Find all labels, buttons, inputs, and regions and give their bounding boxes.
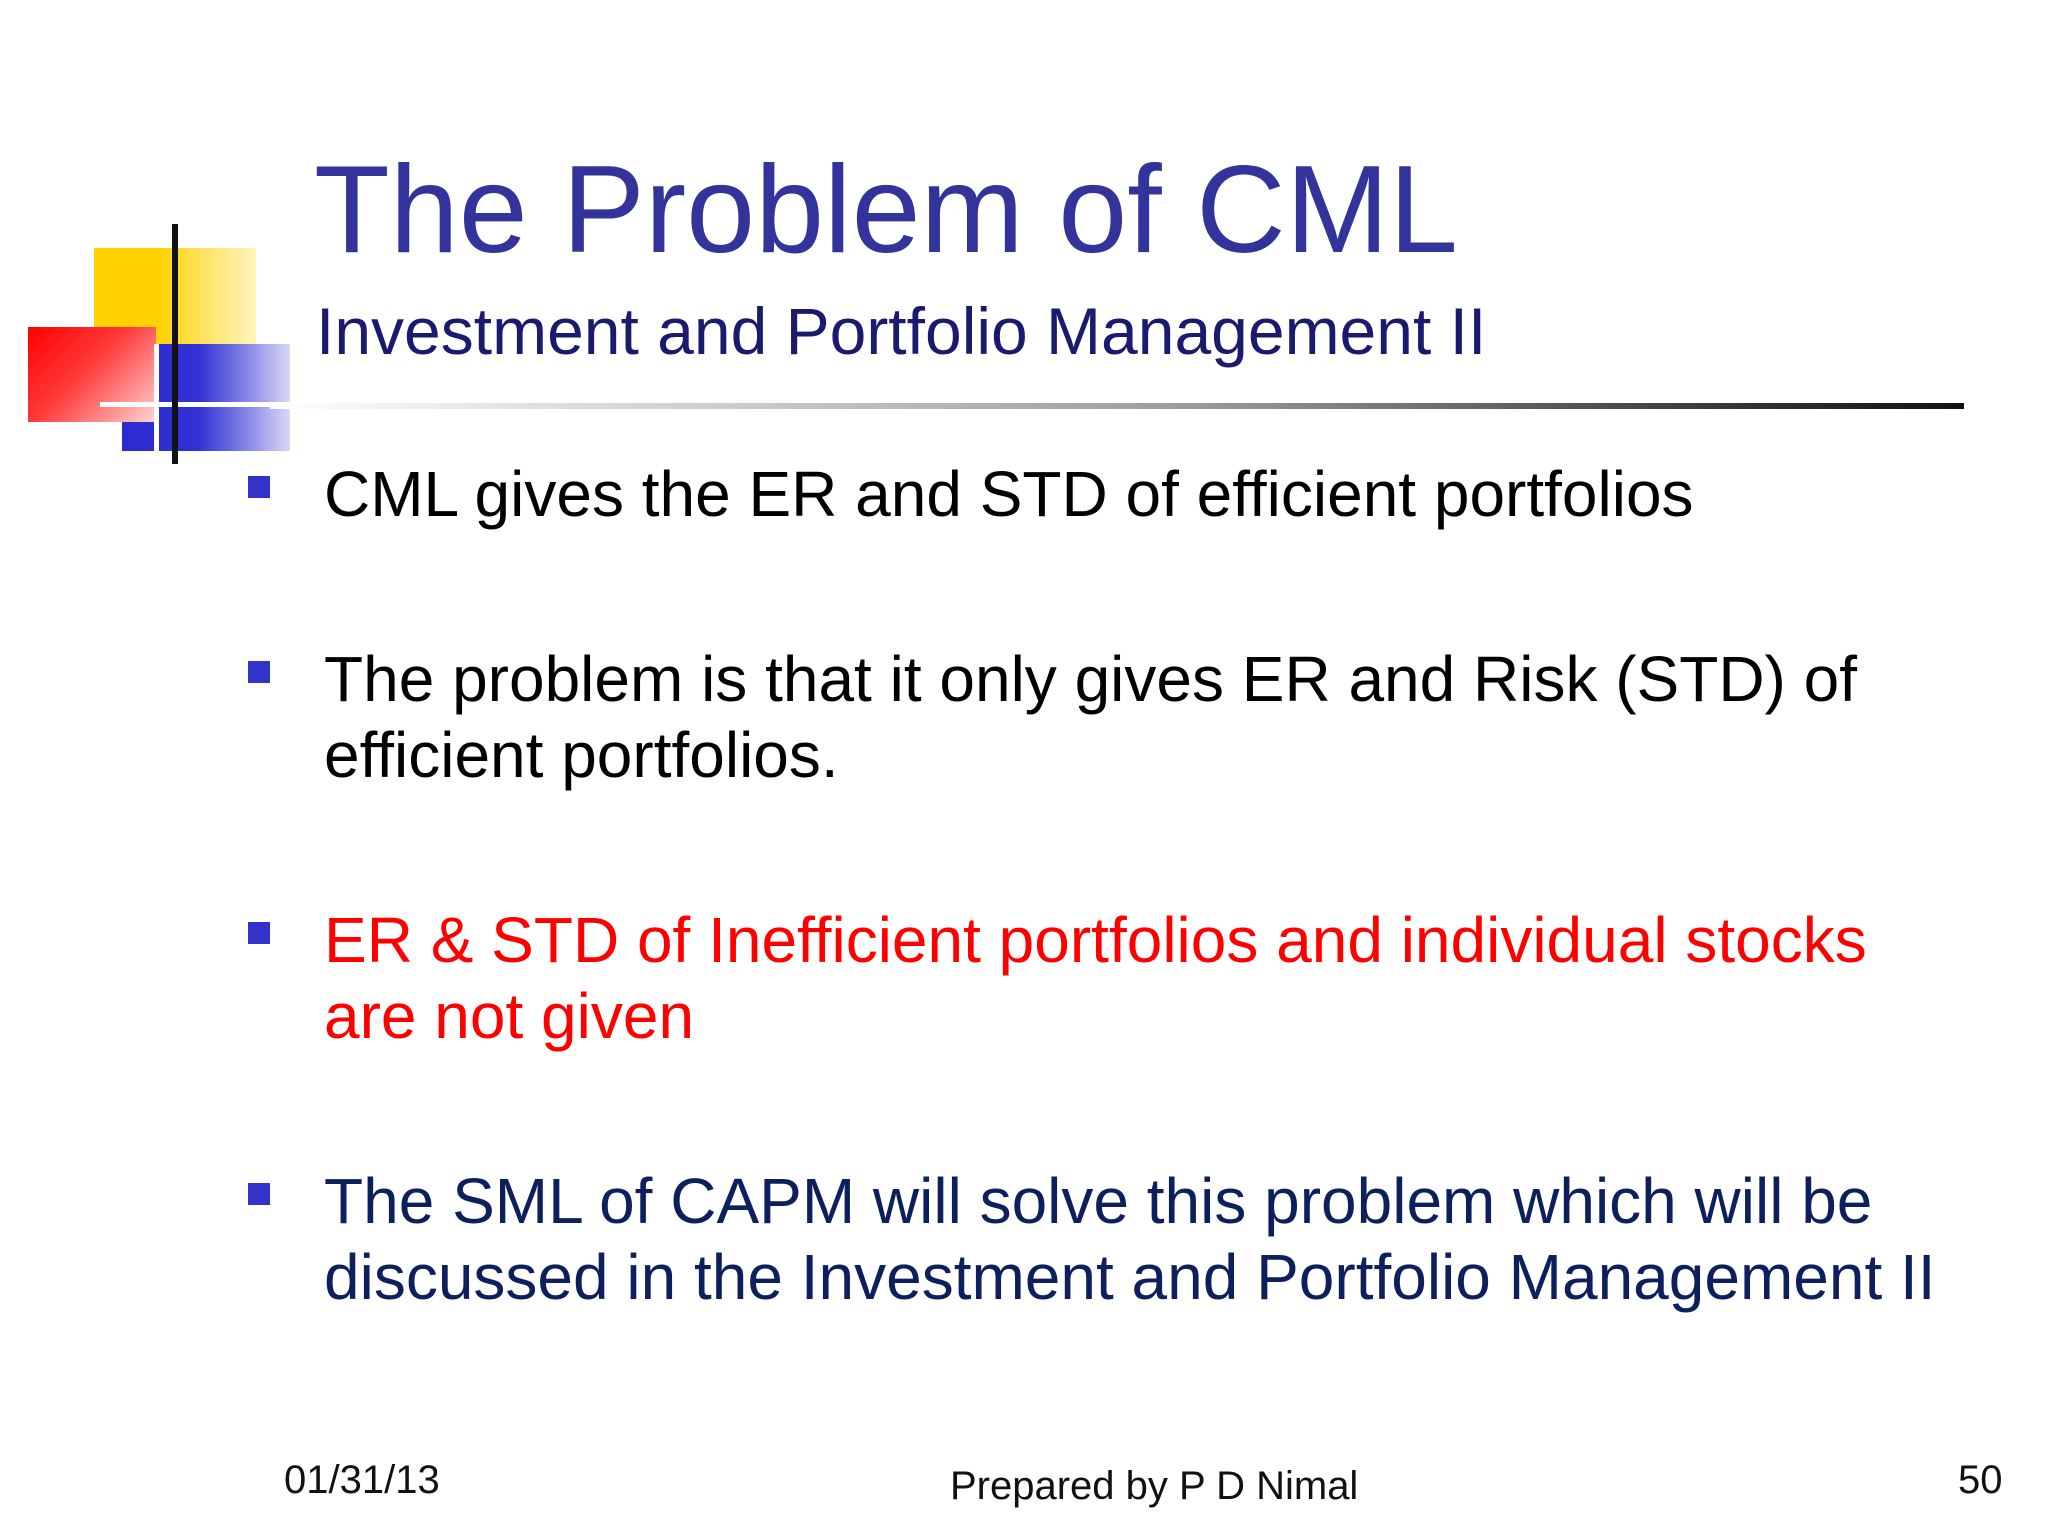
bullet-item: The SML of CAPM will solve this problem … xyxy=(248,1163,1948,1315)
square-bullet-icon xyxy=(248,922,270,944)
bullet-text: The problem is that it only gives ER and… xyxy=(324,643,1857,791)
slide-title: The Problem of CML xyxy=(314,141,1458,279)
bullet-item: The problem is that it only gives ER and… xyxy=(248,641,1948,793)
bullet-text: CML gives the ER and STD of efficient po… xyxy=(324,458,1694,530)
logo-black-vertical-line xyxy=(172,224,178,464)
bullet-item: CML gives the ER and STD of efficient po… xyxy=(248,456,1948,532)
footer-date: 01/31/13 xyxy=(284,1458,440,1502)
bullet-item-highlight: ER & STD of Inefficient portfolios and i… xyxy=(248,902,1948,1054)
logo-red-square xyxy=(28,327,156,422)
logo-white-vertical-line xyxy=(154,344,159,451)
square-bullet-icon xyxy=(248,1183,270,1205)
footer-author: Prepared by P D Nimal xyxy=(950,1464,1359,1508)
bullet-text: The SML of CAPM will solve this problem … xyxy=(324,1165,1936,1313)
page-number: 50 xyxy=(1958,1458,2003,1502)
title-underline-rule xyxy=(270,403,1964,409)
square-bullet-icon xyxy=(248,476,270,498)
bullet-text: ER & STD of Inefficient portfolios and i… xyxy=(324,904,1867,1052)
logo-white-horizontal-line xyxy=(100,402,290,407)
square-bullet-icon xyxy=(248,661,270,683)
slide-subtitle: Investment and Portfolio Management II xyxy=(316,294,1487,368)
bullet-list: CML gives the ER and STD of efficient po… xyxy=(248,456,1948,1424)
